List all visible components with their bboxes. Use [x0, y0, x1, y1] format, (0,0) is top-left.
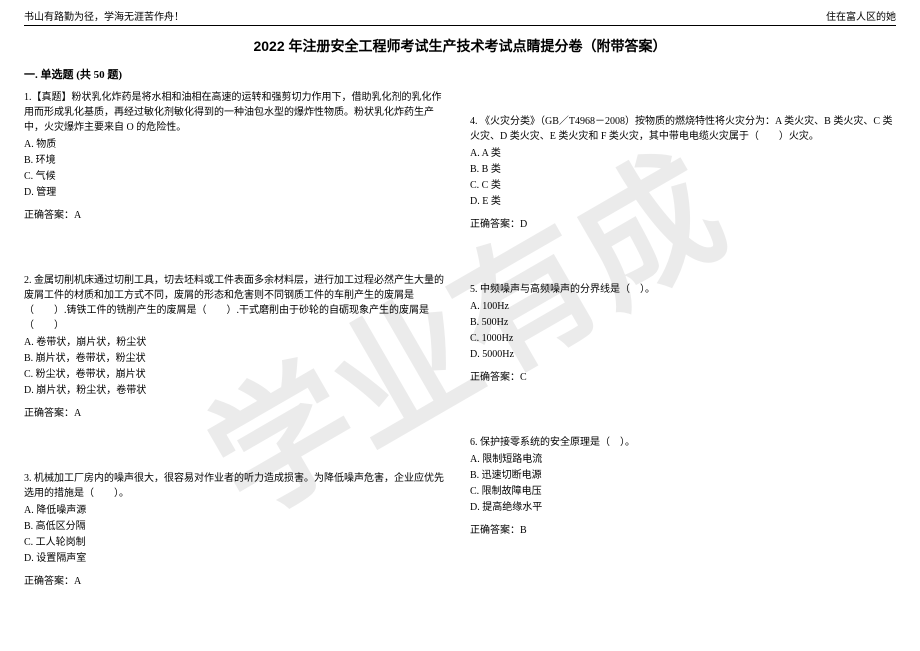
section-heading: 一. 单选题 (共 50 题) [24, 66, 896, 82]
question-block: 3. 机械加工厂房内的噪声很大，很容易对作业者的听力造成损害。为降低噪声危害，企… [24, 471, 450, 589]
option: A. 降低噪声源 [24, 503, 450, 518]
answer: 正确答案：A [24, 406, 450, 421]
question-block: 1.【真题】粉状乳化炸药是将水相和油相在高速的运转和强剪切力作用下，借助乳化剂的… [24, 90, 450, 223]
page-content: 书山有路勤为径，学海无涯苦作舟！ 住在富人区的她 2022 年注册安全工程师考试… [0, 0, 920, 647]
question-block: 6. 保护接零系统的安全原理是（ ）。 A. 限制短路电流 B. 迅速切断电源 … [470, 435, 896, 538]
option: D. 设置隔声室 [24, 551, 450, 566]
question-text: 1.【真题】粉状乳化炸药是将水相和油相在高速的运转和强剪切力作用下，借助乳化剂的… [24, 90, 450, 135]
option: B. 崩片状，卷带状，粉尘状 [24, 351, 450, 366]
question-block: 4. 《火灾分类》（GB／T4968－2008）按物质的燃烧特性将火灾分为：A … [470, 114, 896, 232]
header-left: 书山有路勤为径，学海无涯苦作舟！ [24, 8, 184, 23]
option: B. 500Hz [470, 315, 896, 330]
option: A. 限制短路电流 [470, 452, 896, 467]
option: B. 环境 [24, 153, 450, 168]
option: D. 崩片状，粉尘状，卷带状 [24, 383, 450, 398]
question-block: 2. 金属切削机床通过切削工具，切去坯料或工件表面多余材料层，进行加工过程必然产… [24, 273, 450, 421]
option: A. A 类 [470, 146, 896, 161]
right-column: 4. 《火灾分类》（GB／T4968－2008）按物质的燃烧特性将火灾分为：A … [470, 90, 896, 639]
answer: 正确答案：C [470, 370, 896, 385]
option: C. 工人轮岗制 [24, 535, 450, 550]
answer: 正确答案：A [24, 574, 450, 589]
answer: 正确答案：B [470, 523, 896, 538]
option: C. 气候 [24, 169, 450, 184]
two-columns: 1.【真题】粉状乳化炸药是将水相和油相在高速的运转和强剪切力作用下，借助乳化剂的… [24, 90, 896, 639]
option: D. E 类 [470, 194, 896, 209]
option: A. 卷带状，崩片状，粉尘状 [24, 335, 450, 350]
option: B. 迅速切断电源 [470, 468, 896, 483]
option: A. 100Hz [470, 299, 896, 314]
question-text: 2. 金属切削机床通过切削工具，切去坯料或工件表面多余材料层，进行加工过程必然产… [24, 273, 450, 333]
option: B. B 类 [470, 162, 896, 177]
page-header: 书山有路勤为径，学海无涯苦作舟！ 住在富人区的她 [24, 8, 896, 26]
option: D. 管理 [24, 185, 450, 200]
option: C. 粉尘状，卷带状，崩片状 [24, 367, 450, 382]
option: D. 提高绝缘水平 [470, 500, 896, 515]
question-text: 6. 保护接零系统的安全原理是（ ）。 [470, 435, 896, 450]
left-column: 1.【真题】粉状乳化炸药是将水相和油相在高速的运转和强剪切力作用下，借助乳化剂的… [24, 90, 450, 639]
answer: 正确答案：A [24, 208, 450, 223]
answer: 正确答案：D [470, 217, 896, 232]
page-title: 2022 年注册安全工程师考试生产技术考试点睛提分卷（附带答案） [24, 36, 896, 56]
option: B. 高低区分隔 [24, 519, 450, 534]
question-text: 3. 机械加工厂房内的噪声很大，很容易对作业者的听力造成损害。为降低噪声危害，企… [24, 471, 450, 501]
question-text: 4. 《火灾分类》（GB／T4968－2008）按物质的燃烧特性将火灾分为：A … [470, 114, 896, 144]
option: C. 限制故障电压 [470, 484, 896, 499]
question-text: 5. 中频噪声与高频噪声的分界线是（ ）。 [470, 282, 896, 297]
option: A. 物质 [24, 137, 450, 152]
question-block: 5. 中频噪声与高频噪声的分界线是（ ）。 A. 100Hz B. 500Hz … [470, 282, 896, 385]
option: D. 5000Hz [470, 347, 896, 362]
option: C. 1000Hz [470, 331, 896, 346]
option: C. C 类 [470, 178, 896, 193]
header-right: 住在富人区的她 [826, 8, 896, 23]
